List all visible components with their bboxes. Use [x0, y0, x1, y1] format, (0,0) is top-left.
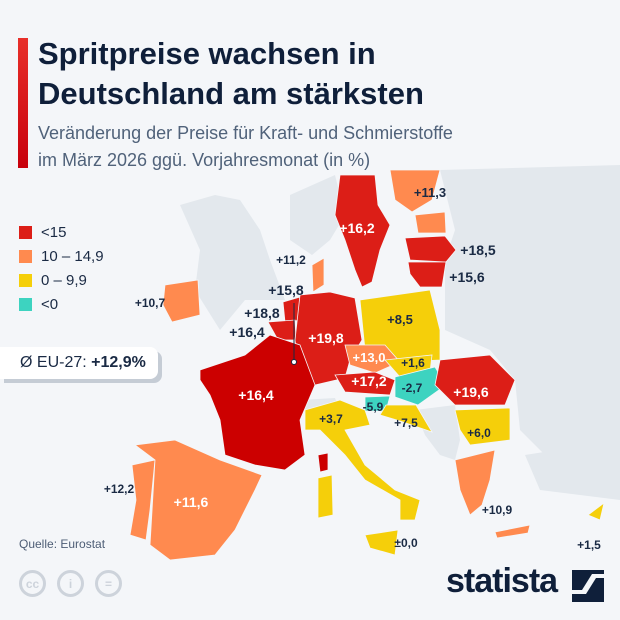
value-poland: +8,5 [387, 312, 413, 327]
country-lithuania[interactable] [407, 261, 447, 288]
country-greece-crete[interactable] [494, 524, 531, 539]
country-corsica[interactable] [317, 452, 329, 473]
legend-label: 0 – 9,9 [41, 271, 87, 289]
non-eu-land [180, 165, 620, 500]
legend-swatch [19, 249, 32, 263]
value-croatia: +7,5 [394, 416, 418, 430]
country-sardinia[interactable] [317, 474, 334, 519]
value-greece: +10,9 [482, 503, 513, 517]
country-italy[interactable] [304, 399, 421, 521]
country-estonia[interactable] [414, 211, 447, 234]
value-finland: +11,3 [414, 185, 446, 200]
legend-item: 10 – 14,9 [19, 244, 104, 268]
page-title: Spritpreise wachsen in Deutschland am st… [38, 34, 424, 114]
country-latvia[interactable] [404, 235, 457, 263]
value-spain: +11,6 [174, 494, 209, 510]
subtitle: Veränderung der Preise für Kraft- und Sc… [38, 120, 453, 174]
value-lithuania: +15,6 [449, 269, 485, 285]
value-luxembourg: +15,8 [268, 282, 304, 298]
value-netherlands: +18,8 [244, 305, 280, 321]
value-italy: +3,7 [319, 412, 343, 426]
value-czechia: +13,0 [353, 350, 386, 365]
value-denmark: +11,2 [276, 253, 306, 267]
country-bulgaria[interactable] [454, 407, 511, 446]
legend-label: <15 [41, 223, 67, 241]
statista-logo[interactable]: statista [446, 562, 558, 600]
attribution-icon[interactable]: i [57, 570, 84, 597]
title-accent-bar [18, 38, 28, 168]
country-ireland[interactable] [162, 279, 201, 323]
country-sicily[interactable] [364, 529, 399, 556]
value-france: +16,4 [238, 387, 274, 403]
title-line-1: Spritpreise wachsen in [38, 36, 376, 71]
value-romania: +19,6 [453, 384, 489, 400]
country-spain[interactable] [133, 439, 263, 561]
value-portugal: +12,2 [104, 482, 135, 496]
country-france[interactable] [199, 334, 316, 471]
value-slovenia: -5,9 [363, 400, 384, 414]
country-greece[interactable] [454, 449, 496, 516]
no-derivatives-icon[interactable]: = [95, 570, 122, 597]
legend-label: <0 [41, 295, 59, 313]
statista-logo-mark-icon [572, 570, 604, 602]
subtitle-line-2: im März 2026 ggü. Vorjahresmonat (in %) [38, 150, 371, 170]
value-austria: +17,2 [351, 373, 387, 389]
source: Quelle: Eurostat [19, 537, 106, 551]
subtitle-line-1: Veränderung der Preise für Kraft- und Sc… [38, 123, 453, 143]
legend-swatch [19, 273, 32, 287]
country-croatia[interactable] [379, 404, 433, 433]
legend-label: 10 – 14,9 [41, 247, 104, 265]
country-austria[interactable] [334, 371, 396, 396]
legend-item: <15 [19, 220, 104, 244]
country-sweden[interactable] [334, 174, 391, 288]
luxembourg-marker [291, 359, 297, 365]
value-bulgaria: +6,0 [467, 426, 491, 440]
value-sweden: +16,2 [339, 220, 375, 236]
cc-license-icon[interactable]: cc [19, 570, 46, 597]
country-cyprus[interactable] [587, 502, 605, 521]
country-finland[interactable] [389, 169, 441, 213]
legend-swatch [19, 225, 32, 239]
eu-average-box: Ø EU-27: +12,9% [0, 347, 158, 379]
value-ireland: +10,7 [135, 296, 166, 310]
legend-item: 0 – 9,9 [19, 268, 104, 292]
eu-average-value: +12,9% [91, 354, 146, 371]
legend: <15 10 – 14,9 0 – 9,9 <0 [19, 220, 104, 316]
country-denmark[interactable] [311, 257, 325, 293]
country-czechia[interactable] [344, 344, 401, 374]
value-belgium: +16,4 [229, 324, 265, 340]
title-line-2: Deutschland am stärksten [38, 76, 424, 111]
eu-average-label: Ø EU-27: [20, 354, 87, 371]
legend-swatch [19, 297, 32, 311]
value-malta: ±0,0 [394, 536, 418, 550]
country-hungary[interactable] [394, 366, 447, 406]
value-cyprus-label: +1,5 [577, 538, 601, 552]
legend-item: <0 [19, 292, 104, 316]
value-estonia: +18,5 [460, 242, 496, 258]
value-hungary: -2,7 [402, 381, 423, 395]
value-germany: +19,8 [308, 330, 344, 346]
country-romania[interactable] [434, 354, 516, 406]
value-slovakia: +1,6 [401, 356, 425, 370]
